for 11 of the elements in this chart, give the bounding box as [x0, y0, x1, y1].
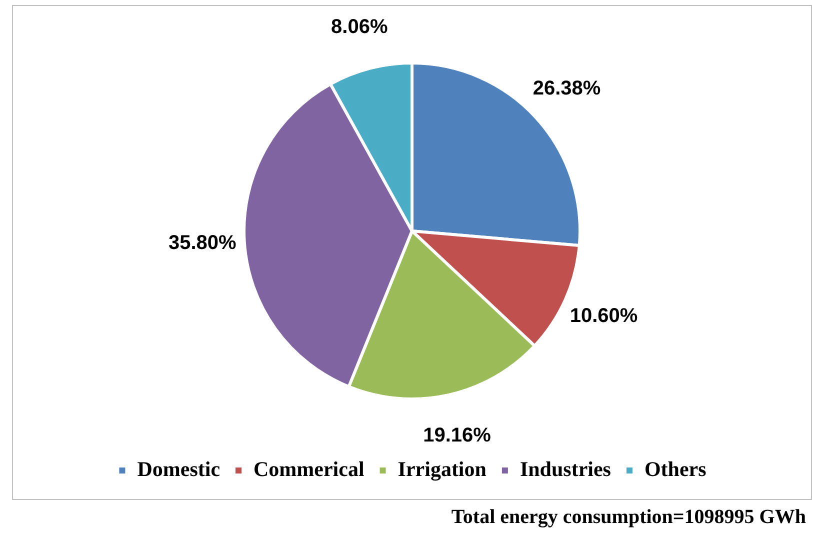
legend-label: Irrigation	[398, 456, 487, 481]
text: Total energy consumption=1098995 GWh	[451, 506, 806, 529]
legend-label: Commerical	[254, 456, 364, 481]
data-label: 19.16%	[423, 424, 492, 447]
legend-label: Others	[644, 456, 706, 481]
legend-label: Domestic	[137, 456, 220, 481]
data-label: 8.06%	[331, 16, 388, 38]
data-label: 26.38%	[532, 78, 601, 100]
legend-label: Industries	[520, 456, 611, 481]
data-label: 35.80%	[168, 232, 237, 254]
data-label: 10.60%	[570, 305, 638, 328]
